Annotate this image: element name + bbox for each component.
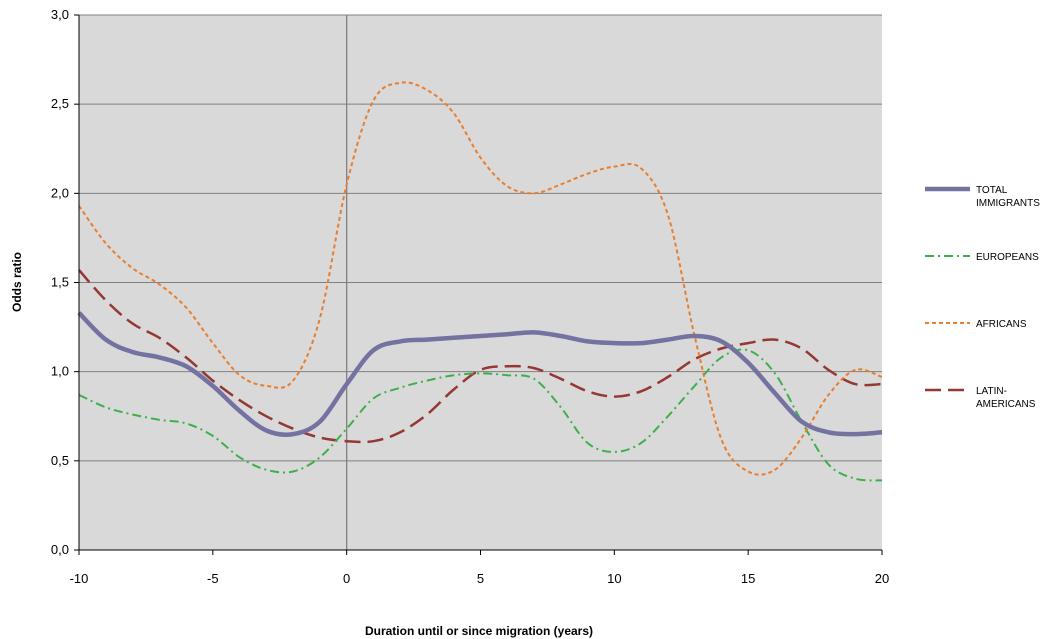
series-line-1 — [78, 348, 883, 482]
x-tick-label: -10 — [70, 571, 89, 586]
gridlines — [79, 14, 882, 550]
legend-label-0: TOTAL — [976, 185, 1008, 196]
legend-label-3: AMERICANS — [976, 399, 1036, 410]
legend-label-3: LATIN- — [976, 386, 1007, 397]
series-line-3 — [78, 269, 883, 444]
legend-label-2: AFRICANS — [976, 319, 1027, 330]
x-tick-label: 20 — [875, 571, 889, 586]
y-tick-label: 1,0 — [51, 364, 69, 379]
y-tick-label: 2,0 — [51, 185, 69, 200]
x-tick-label: 15 — [741, 571, 755, 586]
y-tick-label: 3,0 — [51, 7, 69, 22]
series-line-0 — [77, 311, 883, 437]
x-tick-label: -5 — [207, 571, 219, 586]
x-tick-label: 10 — [607, 571, 621, 586]
x-tick-label: 5 — [477, 571, 484, 586]
x-axis-title: Duration until or since migration (years… — [365, 624, 593, 638]
y-axis-ticks: 0,0 0,5 1,0 1,5 2,0 2,5 3,0 — [51, 7, 79, 557]
y-axis-title: Odds ratio — [10, 252, 24, 312]
y-tick-label: 1,5 — [51, 275, 69, 290]
legend-label-0: IMMIGRANTS — [976, 198, 1040, 209]
series-group — [77, 81, 883, 482]
y-tick-label: 2,5 — [51, 96, 69, 111]
y-tick-label: 0,0 — [51, 542, 69, 557]
legend-label-1: EUROPEANS — [976, 252, 1039, 263]
legend: TOTAL IMMIGRANTS EUROPEANS AFRICANS LATIN- AM… — [925, 185, 1040, 410]
y-tick-label: 0,5 — [51, 453, 69, 468]
series-line-2 — [78, 81, 883, 476]
x-axis-ticks: -10 -5 0 5 10 15 20 — [70, 550, 889, 586]
x-tick-label: 0 — [343, 571, 350, 586]
